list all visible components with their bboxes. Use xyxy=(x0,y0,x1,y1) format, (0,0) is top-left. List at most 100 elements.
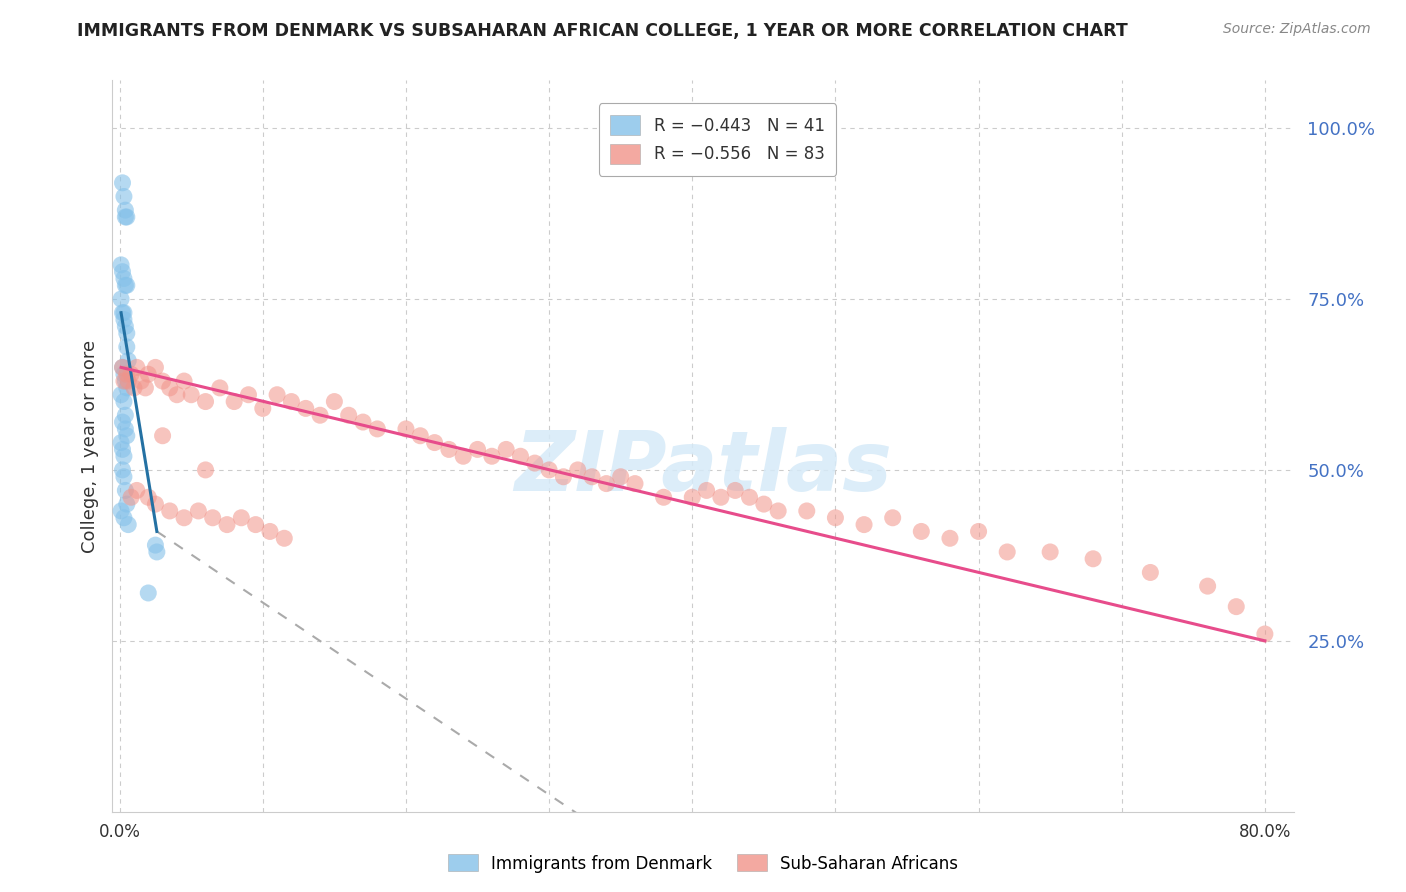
Point xyxy=(117,374,139,388)
Point xyxy=(115,326,138,341)
Point xyxy=(112,469,135,483)
Point xyxy=(681,490,703,504)
Point xyxy=(111,265,134,279)
Text: IMMIGRANTS FROM DENMARK VS SUBSAHARAN AFRICAN COLLEGE, 1 YEAR OR MORE CORRELATIO: IMMIGRANTS FROM DENMARK VS SUBSAHARAN AF… xyxy=(77,22,1128,40)
Point xyxy=(294,401,316,416)
Point xyxy=(824,510,846,524)
Point xyxy=(111,463,134,477)
Point xyxy=(352,415,374,429)
Point xyxy=(115,368,138,382)
Point xyxy=(194,394,217,409)
Point xyxy=(110,435,132,450)
Point xyxy=(201,510,224,524)
Point xyxy=(423,435,446,450)
Point xyxy=(115,381,138,395)
Point xyxy=(136,586,159,600)
Point xyxy=(1039,545,1062,559)
Point xyxy=(145,538,167,552)
Point xyxy=(451,449,474,463)
Point xyxy=(523,456,546,470)
Point xyxy=(609,469,631,483)
Point xyxy=(194,463,217,477)
Point xyxy=(110,292,132,306)
Point xyxy=(111,360,134,375)
Point xyxy=(173,374,195,388)
Point xyxy=(112,306,135,320)
Point xyxy=(152,374,174,388)
Point xyxy=(117,353,139,368)
Point xyxy=(1197,579,1219,593)
Point xyxy=(117,517,139,532)
Point xyxy=(112,368,135,382)
Point xyxy=(710,490,733,504)
Point xyxy=(231,510,253,524)
Text: ZIPatlas: ZIPatlas xyxy=(515,427,891,508)
Point xyxy=(553,469,575,483)
Point xyxy=(724,483,747,498)
Point xyxy=(409,429,432,443)
Point xyxy=(111,306,134,320)
Legend: Immigrants from Denmark, Sub-Saharan Africans: Immigrants from Denmark, Sub-Saharan Afr… xyxy=(441,847,965,880)
Point xyxy=(145,497,167,511)
Point xyxy=(125,483,148,498)
Point xyxy=(252,401,274,416)
Point xyxy=(624,476,647,491)
Point xyxy=(134,381,156,395)
Point xyxy=(467,442,489,457)
Point xyxy=(111,415,134,429)
Point xyxy=(766,504,789,518)
Point xyxy=(115,340,138,354)
Point xyxy=(173,510,195,524)
Point xyxy=(125,360,148,375)
Point xyxy=(112,312,135,326)
Point xyxy=(159,504,181,518)
Text: Source: ZipAtlas.com: Source: ZipAtlas.com xyxy=(1223,22,1371,37)
Point xyxy=(111,442,134,457)
Point xyxy=(509,449,531,463)
Point xyxy=(152,429,174,443)
Point xyxy=(738,490,761,504)
Point xyxy=(538,463,561,477)
Point xyxy=(111,360,134,375)
Point xyxy=(595,476,617,491)
Point xyxy=(110,504,132,518)
Point xyxy=(112,189,135,203)
Point xyxy=(437,442,460,457)
Point xyxy=(146,545,169,559)
Point xyxy=(366,422,388,436)
Point xyxy=(136,368,159,382)
Point xyxy=(120,368,142,382)
Point xyxy=(112,510,135,524)
Point xyxy=(159,381,181,395)
Point xyxy=(114,210,136,224)
Point xyxy=(967,524,990,539)
Point xyxy=(652,490,675,504)
Point xyxy=(238,388,260,402)
Point xyxy=(187,504,209,518)
Point xyxy=(853,517,876,532)
Point xyxy=(995,545,1018,559)
Point xyxy=(337,409,360,423)
Point xyxy=(115,429,138,443)
Point xyxy=(122,381,145,395)
Point xyxy=(114,422,136,436)
Point xyxy=(115,210,138,224)
Point xyxy=(1225,599,1247,614)
Point xyxy=(581,469,603,483)
Point xyxy=(112,449,135,463)
Point xyxy=(696,483,718,498)
Point xyxy=(1081,551,1104,566)
Point xyxy=(208,381,231,395)
Point xyxy=(796,504,818,518)
Point xyxy=(224,394,246,409)
Point xyxy=(266,388,288,402)
Point xyxy=(136,490,159,504)
Point xyxy=(115,497,138,511)
Point xyxy=(1139,566,1161,580)
Point xyxy=(114,319,136,334)
Point xyxy=(112,374,135,388)
Point xyxy=(567,463,589,477)
Point xyxy=(166,388,188,402)
Point xyxy=(215,517,238,532)
Point xyxy=(114,374,136,388)
